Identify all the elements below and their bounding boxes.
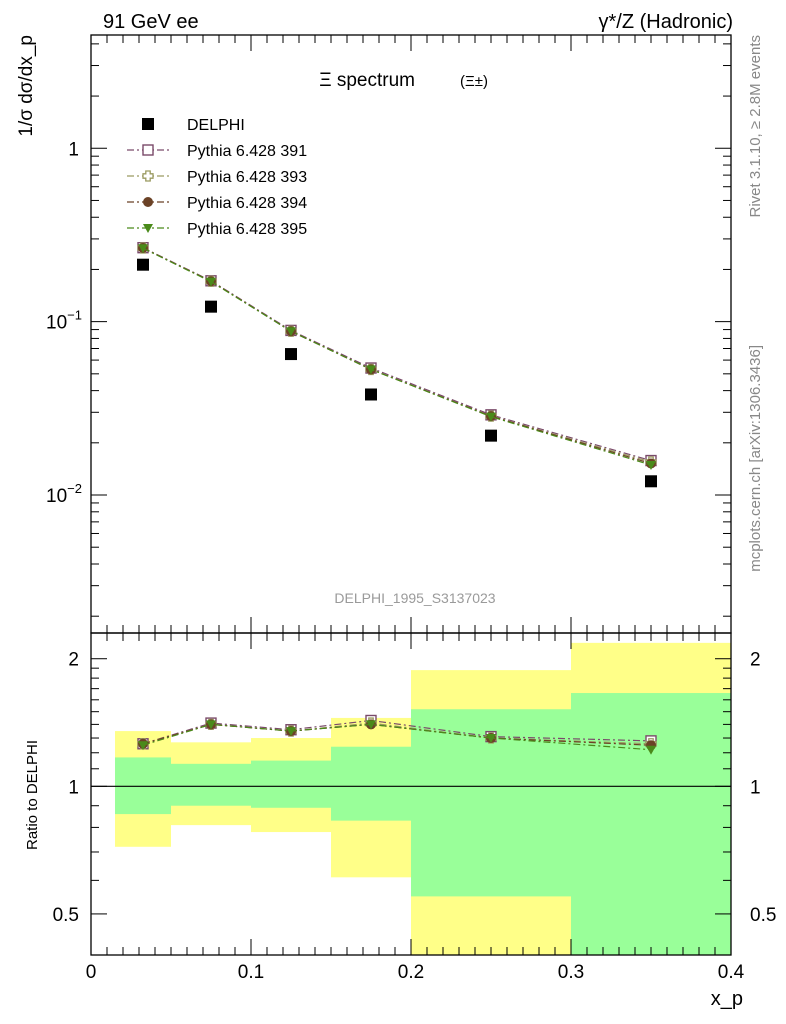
series-line (142, 247, 652, 463)
ratio-series-4 (138, 720, 656, 755)
data-point (285, 348, 297, 361)
ratio-y-tick-label-right: 0.5 (750, 905, 776, 926)
data-point (286, 727, 296, 737)
legend-marker (142, 170, 154, 182)
chart-title-main: Ξ spectrum (319, 70, 415, 91)
header-left: 91 GeV ee (103, 11, 199, 33)
series-mc-1 (137, 241, 657, 467)
data-point (206, 720, 216, 730)
ratio-y-tick-label-right: 2 (750, 650, 761, 671)
x-tick-label: 0.3 (558, 962, 584, 983)
legend-label: Pythia 6.428 395 (187, 221, 307, 238)
legend-label: Pythia 6.428 393 (187, 169, 307, 186)
series-line (142, 247, 652, 465)
uncertainty-band-inner (251, 760, 331, 808)
main-y-axis-label: 1/σ dσ/dx_p (16, 35, 37, 137)
data-point (645, 475, 657, 488)
data-point (646, 460, 656, 470)
data-point (205, 300, 217, 313)
header-right: γ*/Z (Hadronic) (599, 11, 733, 33)
data-point (138, 244, 148, 254)
legend: DELPHI Pythia 6.428 391 Pythia 6.428 393 Py… (127, 117, 307, 238)
legend-label: Pythia 6.428 391 (187, 143, 307, 160)
legend-marker (142, 144, 154, 156)
series-line (142, 719, 652, 745)
uncertainty-band-inner (331, 746, 411, 821)
legend-label: Pythia 6.428 394 (187, 195, 307, 212)
legend-marker (143, 224, 153, 233)
ratio-y-tick-label-right: 1 (750, 777, 761, 798)
data-point (137, 258, 149, 271)
x-tick-label: 0.2 (398, 962, 424, 983)
main-y-tick-label: 10−1 (46, 308, 82, 334)
series-data (137, 258, 657, 488)
data-point (485, 429, 497, 442)
chart-title-sub: (Ξ±) (460, 73, 488, 90)
ratio-panel: 0.5 0.5 1 1 2 2 0 0.1 0.2 0.3 0.4 (53, 632, 776, 983)
data-point (365, 388, 377, 401)
data-point (646, 745, 656, 755)
legend-marker (143, 197, 153, 207)
data-point (486, 412, 496, 422)
main-y-tick-label: 10−2 (46, 481, 82, 507)
side-label-top: Rivet 3.1.10, ≥ 2.8M events (747, 35, 764, 218)
data-point (206, 277, 216, 287)
legend-label: DELPHI (187, 117, 245, 134)
data-point (486, 734, 496, 744)
data-point (286, 327, 296, 337)
x-tick-label: 0 (86, 962, 97, 983)
uncertainty-band-inner (571, 693, 731, 955)
data-point (366, 720, 376, 730)
data-point (366, 365, 376, 375)
legend-marker (142, 118, 154, 130)
series-mc-4 (138, 244, 656, 470)
main-y-tick-label: 1 (68, 139, 79, 160)
data-point (138, 741, 148, 751)
ratio-y-tick-label: 2 (68, 650, 79, 671)
series-line (142, 723, 652, 751)
ratio-y-tick-label: 0.5 (53, 905, 79, 926)
uncertainty-band-inner (171, 763, 251, 806)
ratio-y-axis-label: Ratio to DELPHI (24, 740, 41, 850)
series-line (142, 247, 652, 462)
x-tick-label: 0.4 (718, 962, 745, 983)
side-label-bottom: mcplots.cern.ch [arXiv:1306.3436] (747, 345, 764, 572)
x-axis-label: x_p (711, 988, 743, 1010)
series-line (142, 247, 652, 466)
watermark: DELPHI_1995_S3137023 (334, 590, 495, 606)
ratio-y-tick-label: 1 (68, 777, 79, 798)
x-tick-label: 0.1 (238, 962, 264, 983)
